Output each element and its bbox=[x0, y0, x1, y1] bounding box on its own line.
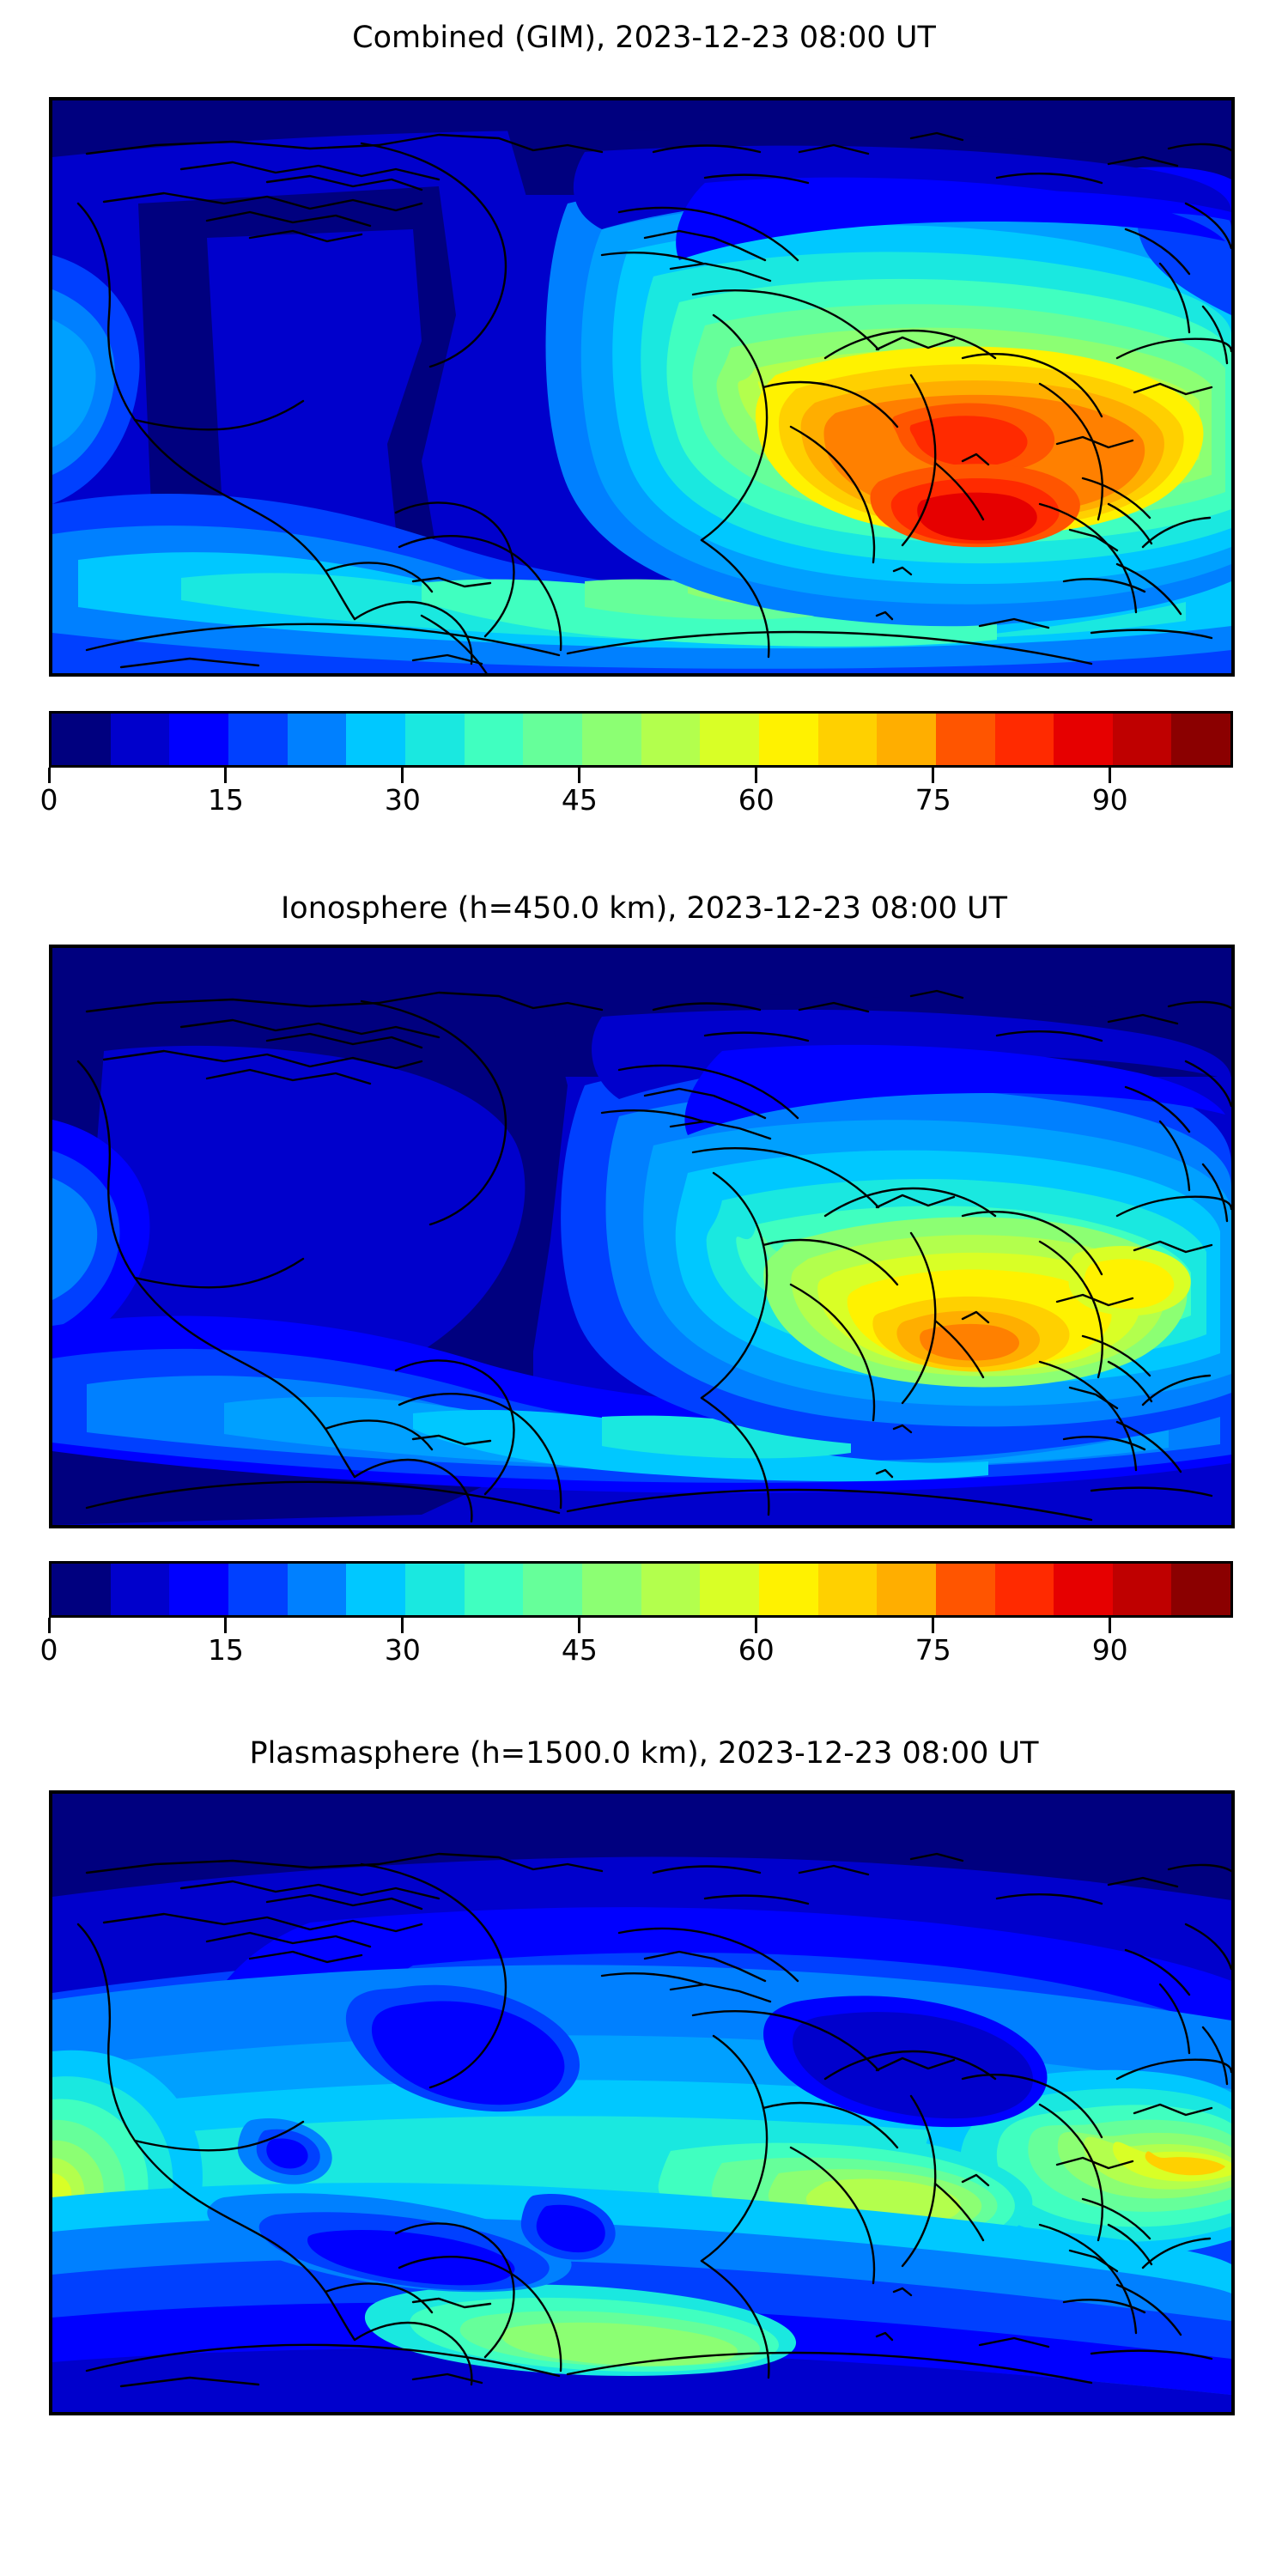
colorbar-tick-label: 45 bbox=[561, 1633, 598, 1667]
colorbar-band bbox=[169, 714, 228, 765]
colorbar-band bbox=[404, 714, 465, 765]
colorbar-band bbox=[1112, 1564, 1172, 1615]
map-plasmasphere bbox=[49, 1790, 1235, 2415]
colorbar-band bbox=[1171, 1564, 1231, 1615]
colorbar-band bbox=[758, 1564, 818, 1615]
colorbar-tick bbox=[224, 768, 228, 783]
colorbar-labels-gim: 0 15 30 45 60 75 90 bbox=[40, 783, 1230, 823]
colorbar-tick bbox=[1109, 768, 1112, 783]
map-canvas-plasma bbox=[52, 1794, 1231, 2412]
map-combined-gim bbox=[49, 97, 1235, 677]
colorbar-band bbox=[1171, 714, 1231, 765]
colorbar-tick bbox=[578, 768, 581, 783]
colorbar-band bbox=[52, 1564, 111, 1615]
colorbar-band bbox=[404, 1564, 465, 1615]
colorbar-tick bbox=[47, 1618, 51, 1633]
colorbar-tick bbox=[224, 1618, 228, 1633]
colorbar-band bbox=[523, 1564, 582, 1615]
colorbar-band bbox=[228, 714, 288, 765]
colorbar-band bbox=[700, 1564, 759, 1615]
colorbar-tick bbox=[578, 1618, 581, 1633]
panel-title-plasmasphere: Plasmasphere (h=1500.0 km), 2023-12-23 0… bbox=[249, 1736, 1039, 1771]
colorbar-tick bbox=[932, 1618, 935, 1633]
colorbar-tick-label: 45 bbox=[561, 783, 598, 817]
map-ionosphere bbox=[49, 945, 1235, 1528]
colorbar-band bbox=[994, 714, 1054, 765]
panel-title-ionosphere: Ionosphere (h=450.0 km), 2023-12-23 08:0… bbox=[280, 891, 1008, 926]
colorbar-ticks-iono bbox=[46, 1618, 1230, 1633]
colorbar-tick-label: 75 bbox=[914, 783, 951, 817]
colorbar-gradient-iono bbox=[49, 1561, 1233, 1618]
colorbar-band bbox=[110, 1564, 170, 1615]
colorbar-tick-label: 60 bbox=[738, 783, 775, 817]
colorbar-band bbox=[817, 1564, 878, 1615]
colorbar-tick-label: 90 bbox=[1091, 1633, 1128, 1667]
colorbar-tick-label: 30 bbox=[384, 1633, 421, 1667]
colorbar-band bbox=[641, 714, 701, 765]
colorbar-tick bbox=[1109, 1618, 1112, 1633]
panel-plasmasphere: Plasmasphere (h=1500.0 km), 2023-12-23 0… bbox=[0, 1717, 1288, 2576]
colorbar-band bbox=[877, 714, 936, 765]
colorbar-band bbox=[464, 714, 524, 765]
colorbar-band bbox=[581, 1564, 641, 1615]
colorbar-tick-label: 0 bbox=[39, 783, 58, 817]
colorbar-tick bbox=[401, 1618, 404, 1633]
map-canvas-iono bbox=[52, 948, 1231, 1525]
panel-ionosphere: Ionosphere (h=450.0 km), 2023-12-23 08:0… bbox=[0, 859, 1288, 1717]
colorbar-band bbox=[169, 1564, 228, 1615]
colorbar-tick bbox=[755, 1618, 758, 1633]
colorbar-tick-label: 15 bbox=[207, 783, 244, 817]
colorbar-band bbox=[877, 1564, 936, 1615]
colorbar-band bbox=[287, 1564, 347, 1615]
panel-title-combined-gim: Combined (GIM), 2023-12-23 08:00 UT bbox=[352, 21, 936, 55]
colorbar-band bbox=[110, 714, 170, 765]
colorbar-band bbox=[641, 1564, 701, 1615]
colorbar-band bbox=[817, 714, 878, 765]
colorbar-band bbox=[1112, 714, 1172, 765]
panel-combined-gim: Combined (GIM), 2023-12-23 08:00 UT bbox=[0, 0, 1288, 859]
colorbar-combined-gim: 0 15 30 45 60 75 90 bbox=[40, 711, 1233, 823]
colorbar-tick bbox=[932, 768, 935, 783]
colorbar-tick-label: 30 bbox=[384, 783, 421, 817]
colorbar-band bbox=[935, 1564, 995, 1615]
coastlines-gim bbox=[76, 131, 1231, 673]
coastlines-iono bbox=[76, 989, 1231, 1523]
colorbar-tick bbox=[401, 768, 404, 783]
colorbar-tick-label: 60 bbox=[738, 1633, 775, 1667]
coastlines-plasma bbox=[76, 1852, 1231, 2388]
colorbar-band bbox=[935, 714, 995, 765]
colorbar-band bbox=[346, 1564, 405, 1615]
map-canvas-gim bbox=[52, 100, 1231, 673]
colorbar-band bbox=[52, 714, 111, 765]
colorbar-band bbox=[464, 1564, 524, 1615]
colorbar-tick bbox=[755, 768, 758, 783]
colorbar-band bbox=[346, 714, 405, 765]
colorbar-tick-label: 15 bbox=[207, 1633, 244, 1667]
colorbar-band bbox=[758, 714, 818, 765]
colorbar-band bbox=[581, 714, 641, 765]
colorbar-tick-label: 75 bbox=[914, 1633, 951, 1667]
colorbar-ticks-gim bbox=[46, 768, 1230, 783]
colorbar-band bbox=[700, 714, 759, 765]
colorbar-band bbox=[1054, 1564, 1113, 1615]
colorbar-tick-label: 90 bbox=[1091, 783, 1128, 817]
colorbar-band bbox=[523, 714, 582, 765]
colorbar-tick bbox=[47, 768, 51, 783]
colorbar-labels-iono: 0 15 30 45 60 75 90 bbox=[40, 1633, 1230, 1673]
colorbar-band bbox=[287, 714, 347, 765]
colorbar-band bbox=[994, 1564, 1054, 1615]
colorbar-band bbox=[1054, 714, 1113, 765]
colorbar-ionosphere: 0 15 30 45 60 75 90 bbox=[40, 1561, 1233, 1673]
colorbar-band bbox=[228, 1564, 288, 1615]
colorbar-tick-label: 0 bbox=[39, 1633, 58, 1667]
colorbar-gradient-gim bbox=[49, 711, 1233, 768]
